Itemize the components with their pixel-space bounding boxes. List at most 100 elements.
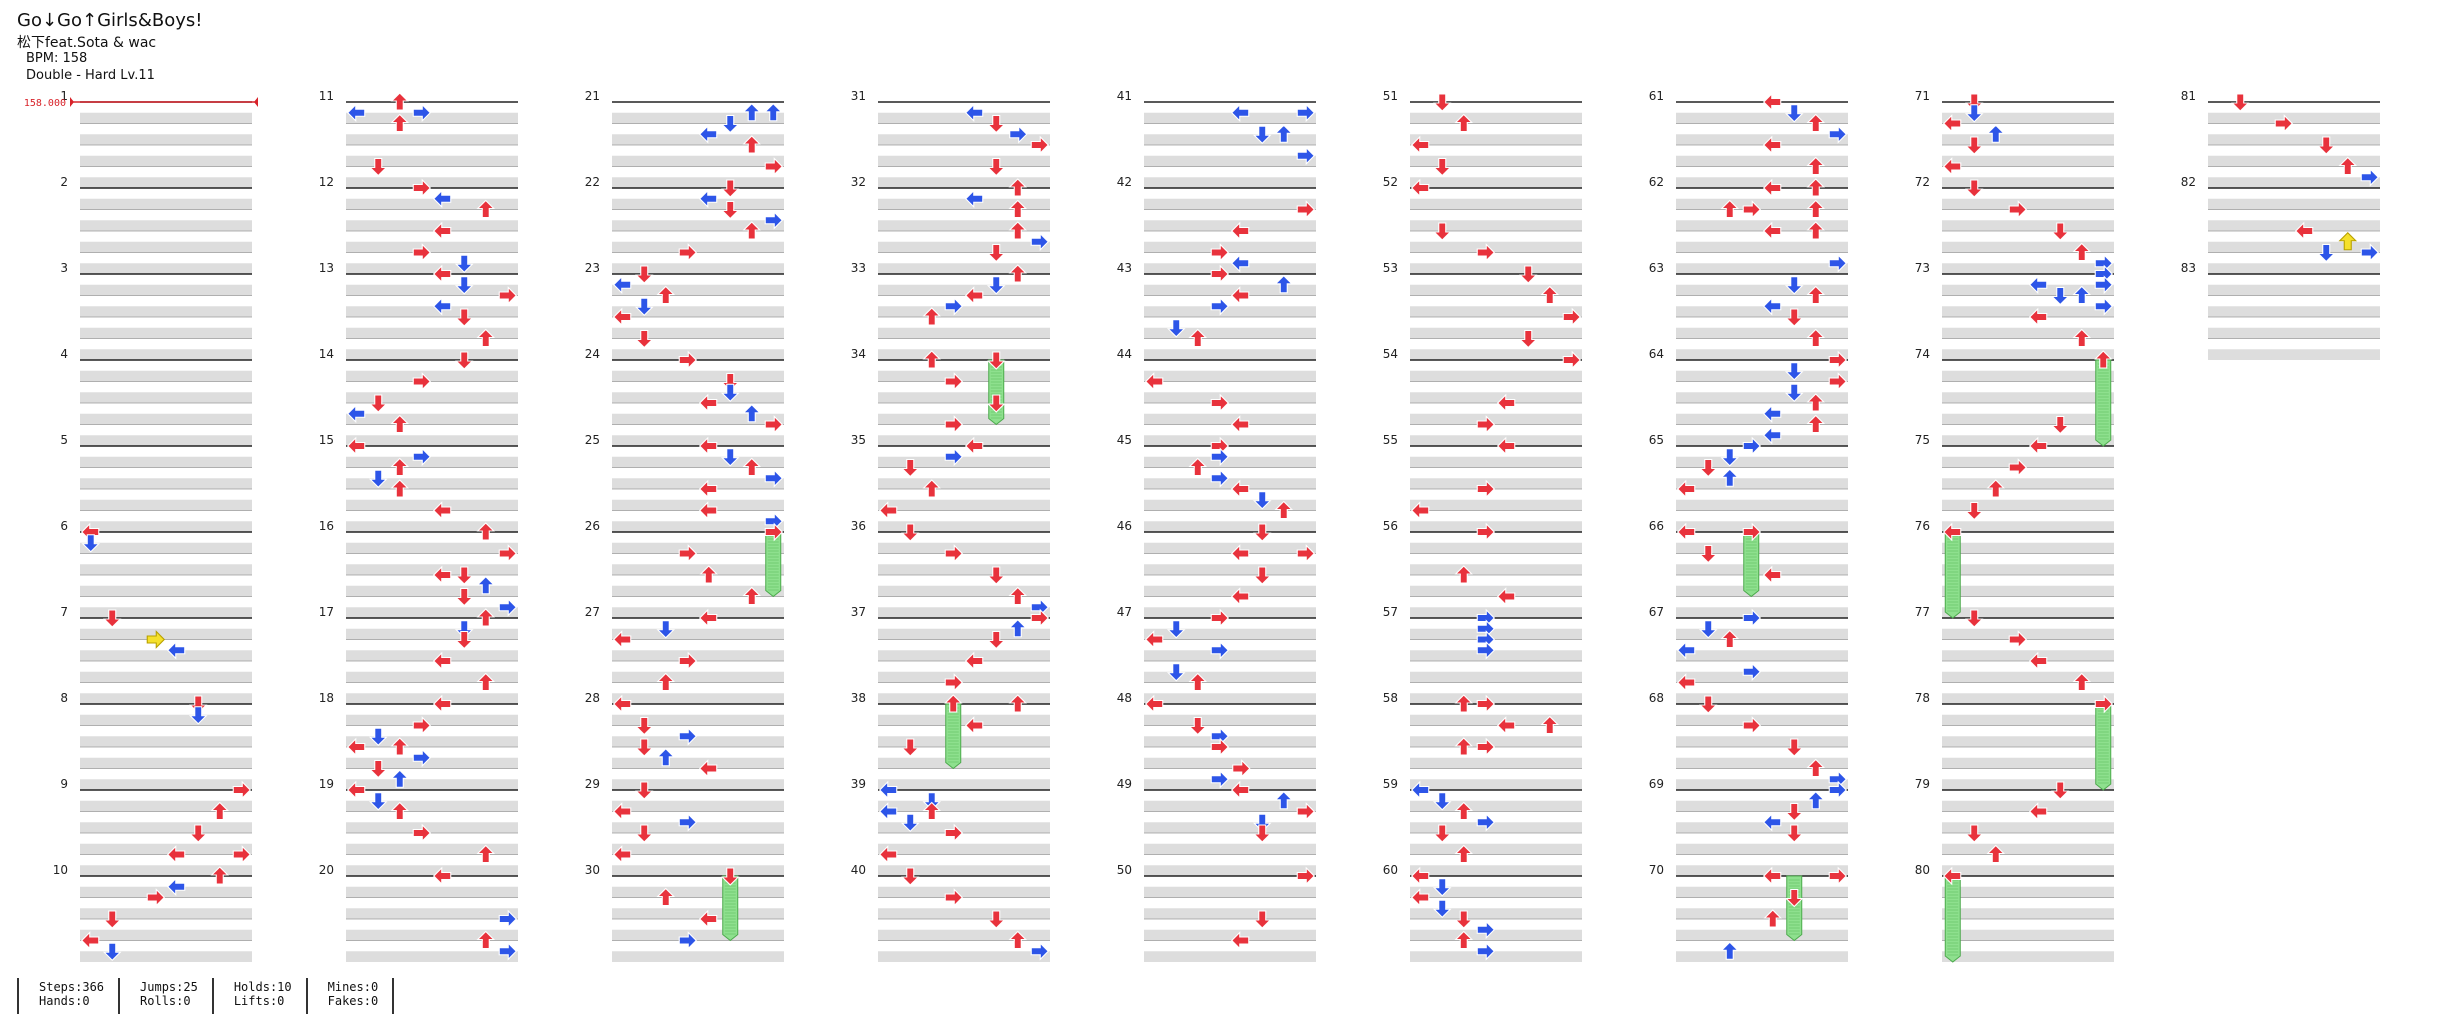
arrow-left-icon: [432, 501, 452, 520]
beat-shade: [346, 327, 518, 339]
arrow-up-icon: [1986, 479, 2006, 498]
beat-shade: [346, 628, 518, 640]
beat-shade: [1942, 865, 2114, 876]
beat-shade: [1676, 865, 1848, 876]
beat-shade: [1942, 134, 2114, 145]
measure-number: 67: [1649, 605, 1664, 619]
beat-shade: [80, 306, 252, 317]
arrow-right-icon: [944, 888, 964, 907]
measure-number: 15: [319, 433, 334, 447]
arrow-left-icon: [166, 845, 186, 864]
stats-footer: Steps:366 Hands:0 Jumps:25 Rolls:0 Holds…: [17, 978, 395, 1014]
arrow-down-icon: [454, 630, 474, 650]
beat-shade: [2208, 349, 2380, 360]
stat-rolls: Rolls:0: [140, 994, 191, 1008]
arrow-up-icon: [1806, 393, 1826, 412]
beat-shade: [80, 155, 252, 167]
arrow-left-icon: [1410, 178, 1430, 198]
beat-shade: [80, 908, 252, 919]
arrow-up-icon: [390, 414, 410, 434]
beat-shade: [1410, 370, 1582, 382]
beat-shade: [878, 435, 1050, 446]
beat-shade: [612, 714, 784, 726]
arrow-up-icon: [1806, 199, 1826, 219]
arrow-down-icon: [634, 265, 654, 284]
arrow-right-icon: [1828, 372, 1848, 391]
measure-number: 16: [319, 519, 334, 533]
beat-shade: [1676, 306, 1848, 317]
beat-shade: [612, 886, 784, 898]
arrow-left-icon: [878, 780, 898, 800]
beat-shade: [612, 220, 784, 231]
arrow-left-icon: [1762, 404, 1782, 424]
beat-shade: [346, 478, 518, 489]
arrow-right-icon: [1742, 200, 1762, 219]
arrow-right-icon: [1828, 350, 1848, 370]
arrow-left-icon: [2028, 275, 2048, 295]
measure-number: 65: [1649, 433, 1664, 447]
arrow-up-icon: [390, 92, 410, 111]
beat-shade: [878, 585, 1050, 597]
beat-shade: [80, 736, 252, 747]
arrow-right-icon: [1476, 694, 1496, 714]
beat-shade: [80, 585, 252, 597]
arrow-right-icon: [944, 544, 964, 563]
arrow-up-icon: [742, 102, 762, 122]
beat-shade: [1942, 714, 2114, 726]
arrow-up-icon: [1008, 264, 1028, 283]
beat-shade: [612, 822, 784, 833]
arrow-down-icon: [368, 469, 388, 489]
beat-shade: [1144, 865, 1316, 876]
arrow-down-icon: [922, 792, 942, 811]
arrow-right-icon: [1476, 479, 1496, 499]
beat-shade: [1410, 671, 1582, 683]
measure-number: 29: [585, 777, 600, 791]
stat-holds: Holds:10: [233, 980, 292, 994]
arrow-up-icon: [656, 285, 676, 305]
arrow-notes: [80, 92, 2380, 962]
arrow-left-icon: [1230, 286, 1250, 305]
beat-shade: [1144, 736, 1316, 747]
measure-number: 38: [851, 691, 866, 705]
arrow-right-icon: [1210, 296, 1230, 316]
beat-shade: [612, 306, 784, 317]
beat-shade: [1144, 306, 1316, 317]
beat-shade: [878, 370, 1050, 382]
arrow-right-icon: [678, 726, 698, 746]
beat-shade: [1144, 499, 1316, 511]
beat-shade: [1144, 177, 1316, 188]
arrow-up-icon: [2072, 672, 2092, 692]
beat-shade: [1676, 650, 1848, 661]
arrow-up-icon: [656, 747, 676, 767]
beat-shade: [1144, 671, 1316, 683]
measure-number: 3: [60, 261, 68, 275]
beat-shade: [1410, 779, 1582, 790]
arrow-left-icon: [1410, 888, 1430, 907]
beat-shade: [1144, 585, 1316, 597]
arrow-right-icon: [1030, 232, 1050, 252]
beat-shade: [1144, 800, 1316, 812]
arrow-down-icon: [1518, 265, 1538, 284]
beat-shade: [1410, 349, 1582, 360]
arrow-up-icon: [1720, 629, 1740, 649]
arrow-left-icon: [432, 866, 452, 886]
arrow-down-icon: [1188, 716, 1208, 736]
stat-jumps: Jumps:25: [140, 980, 198, 994]
arrow-right-icon: [1476, 737, 1496, 757]
beat-shade: [1942, 284, 2114, 296]
arrow-down-icon: [1252, 491, 1272, 510]
arrow-down-icon: [986, 566, 1006, 585]
beat-shade: [2208, 284, 2380, 296]
arrow-left-icon: [346, 780, 366, 800]
arrow-right-icon: [412, 243, 432, 262]
arrow-up-icon: [1806, 758, 1826, 778]
arrow-right-icon: [412, 748, 432, 768]
arrow-right-icon: [944, 823, 964, 843]
arrow-left-icon: [698, 479, 718, 499]
beat-shade: [878, 134, 1050, 145]
arrow-down-icon: [454, 587, 474, 607]
arrow-down-icon: [1252, 125, 1272, 145]
stat-steps-hands: Steps:366 Hands:0: [17, 978, 118, 1014]
arrow-up-icon: [1274, 790, 1294, 810]
beat-shade: [346, 263, 518, 274]
